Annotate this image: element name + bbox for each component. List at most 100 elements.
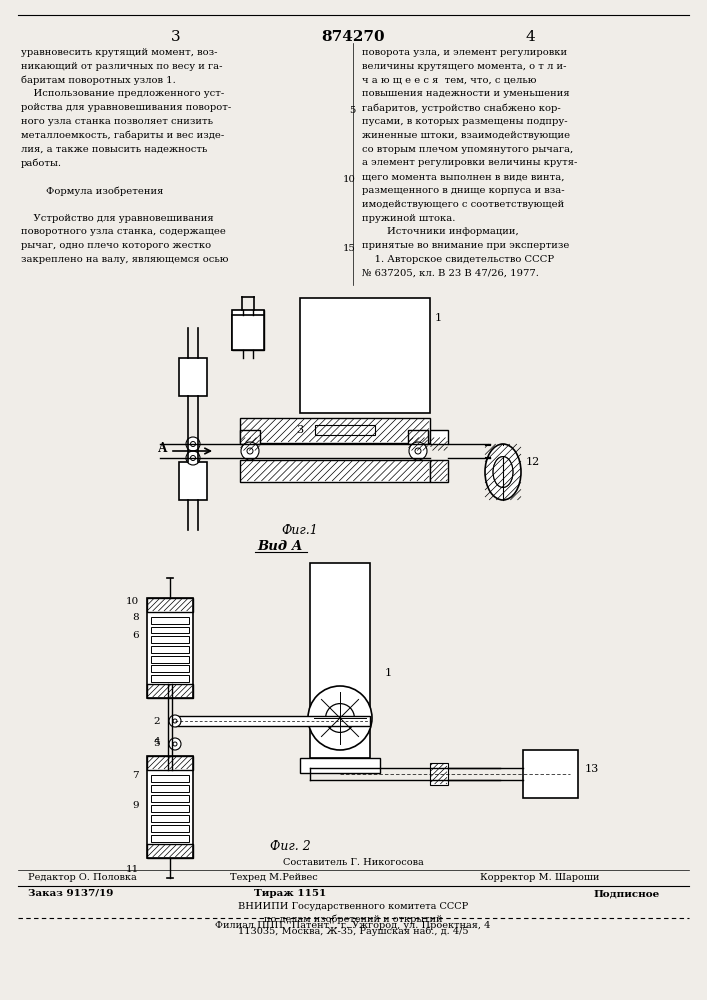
Bar bbox=[151, 656, 189, 663]
Text: 6: 6 bbox=[132, 632, 139, 641]
Text: 1: 1 bbox=[385, 668, 392, 678]
Circle shape bbox=[169, 715, 181, 727]
Text: Фиг. 2: Фиг. 2 bbox=[269, 840, 310, 853]
Text: имодействующего с соответствующей: имодействующего с соответствующей bbox=[362, 200, 564, 209]
Circle shape bbox=[186, 437, 200, 451]
Text: 1: 1 bbox=[435, 313, 442, 323]
Text: Заказ 9137/19: Заказ 9137/19 bbox=[28, 889, 113, 898]
Bar bbox=[151, 617, 189, 624]
Text: Филиал ППП ''Патент'', г. Ужгород, ул. Проектная, 4: Филиал ППП ''Патент'', г. Ужгород, ул. П… bbox=[216, 921, 491, 930]
Bar bbox=[151, 805, 189, 812]
Circle shape bbox=[409, 442, 427, 460]
Text: А: А bbox=[158, 442, 168, 454]
Text: поворотного узла станка, содержащее: поворотного узла станка, содержащее bbox=[21, 227, 226, 236]
Circle shape bbox=[308, 686, 372, 750]
Text: рычаг, одно плечо которого жестко: рычаг, одно плечо которого жестко bbox=[21, 241, 211, 250]
Text: 874270: 874270 bbox=[321, 30, 385, 44]
Bar bbox=[232, 310, 264, 350]
Text: Формула изобретения: Формула изобретения bbox=[21, 186, 163, 196]
Circle shape bbox=[247, 448, 253, 454]
Text: Тираж 1151: Тираж 1151 bbox=[254, 889, 326, 898]
Bar bbox=[147, 756, 193, 858]
Text: ного узла станка позволяет снизить: ного узла станка позволяет снизить bbox=[21, 117, 213, 126]
Bar bbox=[151, 815, 189, 822]
Bar bbox=[151, 675, 189, 682]
Bar bbox=[240, 460, 430, 482]
Text: величины крутящего момента, о т л и-: величины крутящего момента, о т л и- bbox=[362, 62, 566, 71]
Bar bbox=[147, 684, 193, 698]
Text: 9: 9 bbox=[132, 802, 139, 810]
Text: Техред М.Рейвес: Техред М.Рейвес bbox=[230, 873, 317, 882]
Bar bbox=[175, 716, 370, 726]
Text: металлоемкость, габариты и вес изде-: металлоемкость, габариты и вес изде- bbox=[21, 131, 224, 140]
Text: 3: 3 bbox=[171, 30, 181, 44]
Text: Корректор М. Шароши: Корректор М. Шароши bbox=[480, 873, 600, 882]
Ellipse shape bbox=[485, 444, 521, 500]
Text: 4: 4 bbox=[153, 736, 160, 746]
Text: 11: 11 bbox=[126, 865, 139, 874]
Text: пусами, в которых размещены подпру-: пусами, в которых размещены подпру- bbox=[362, 117, 568, 126]
Text: размещенного в днище корпуса и вза-: размещенного в днище корпуса и вза- bbox=[362, 186, 565, 195]
Bar bbox=[300, 758, 380, 773]
Bar bbox=[232, 315, 264, 350]
Text: Источники информации,: Источники информации, bbox=[362, 227, 519, 236]
Bar bbox=[151, 775, 189, 782]
Text: повышения надежности и уменьшения: повышения надежности и уменьшения bbox=[362, 89, 570, 98]
Bar bbox=[315, 425, 375, 435]
Circle shape bbox=[415, 448, 421, 454]
Ellipse shape bbox=[493, 457, 513, 487]
Circle shape bbox=[190, 442, 196, 446]
Text: № 637205, кл. В 23 В 47/26, 1977.: № 637205, кл. В 23 В 47/26, 1977. bbox=[362, 269, 539, 278]
Bar bbox=[240, 418, 430, 443]
Text: пружиной штока.: пружиной штока. bbox=[362, 214, 455, 223]
Text: 3: 3 bbox=[296, 425, 303, 435]
Bar bbox=[147, 844, 193, 858]
Text: закреплено на валу, являющемся осью: закреплено на валу, являющемся осью bbox=[21, 255, 228, 264]
Circle shape bbox=[241, 442, 259, 460]
Text: 7: 7 bbox=[132, 772, 139, 780]
Bar bbox=[232, 310, 264, 350]
Text: 8: 8 bbox=[132, 613, 139, 622]
Circle shape bbox=[186, 451, 200, 465]
Text: Устройство для уравновешивания: Устройство для уравновешивания bbox=[21, 214, 214, 223]
Circle shape bbox=[190, 456, 196, 460]
Text: Вид А: Вид А bbox=[257, 540, 303, 553]
Text: 5: 5 bbox=[350, 106, 356, 115]
Bar bbox=[430, 460, 448, 482]
Bar bbox=[179, 358, 207, 396]
Text: никающий от различных по весу и га-: никающий от различных по весу и га- bbox=[21, 62, 223, 71]
Text: 13: 13 bbox=[585, 764, 600, 774]
Bar bbox=[408, 430, 428, 444]
Bar bbox=[523, 750, 578, 798]
Bar bbox=[151, 646, 189, 653]
Text: 10: 10 bbox=[126, 596, 139, 605]
Text: 1. Авторское свидетельство СССР: 1. Авторское свидетельство СССР bbox=[362, 255, 554, 264]
Bar bbox=[151, 636, 189, 643]
Bar bbox=[151, 835, 189, 842]
Text: Фиг.1: Фиг.1 bbox=[281, 524, 318, 537]
Text: а элемент регулировки величины крутя-: а элемент регулировки величины крутя- bbox=[362, 158, 578, 167]
Circle shape bbox=[173, 719, 177, 723]
Text: работы.: работы. bbox=[21, 158, 62, 168]
Text: 113035, Москва, Ж-35, Раушская наб., д. 4/5: 113035, Москва, Ж-35, Раушская наб., д. … bbox=[238, 926, 468, 936]
Text: 12: 12 bbox=[526, 457, 540, 467]
Text: со вторым плечом упомянутого рычага,: со вторым плечом упомянутого рычага, bbox=[362, 145, 573, 154]
Circle shape bbox=[326, 704, 354, 732]
Text: ВНИИПИ Государственного комитета СССР: ВНИИПИ Государственного комитета СССР bbox=[238, 902, 468, 911]
Text: принятые во внимание при экспертизе: принятые во внимание при экспертизе bbox=[362, 241, 569, 250]
Bar bbox=[147, 598, 193, 612]
Bar bbox=[300, 298, 430, 413]
Text: поворота узла, и элемент регулировки: поворота узла, и элемент регулировки bbox=[362, 48, 567, 57]
Bar bbox=[151, 795, 189, 802]
Bar bbox=[151, 785, 189, 792]
Circle shape bbox=[169, 738, 181, 750]
Bar bbox=[151, 665, 189, 672]
Ellipse shape bbox=[493, 457, 513, 487]
Text: Составитель Г. Никогосова: Составитель Г. Никогосова bbox=[283, 858, 423, 867]
Text: 2: 2 bbox=[153, 716, 160, 726]
Bar bbox=[147, 756, 193, 770]
Text: ройства для уравновешивания поворот-: ройства для уравновешивания поворот- bbox=[21, 103, 231, 112]
Text: жиненные штоки, взаимодействующие: жиненные штоки, взаимодействующие bbox=[362, 131, 570, 140]
Text: уравновесить крутящий момент, воз-: уравновесить крутящий момент, воз- bbox=[21, 48, 218, 57]
Bar bbox=[430, 430, 448, 444]
